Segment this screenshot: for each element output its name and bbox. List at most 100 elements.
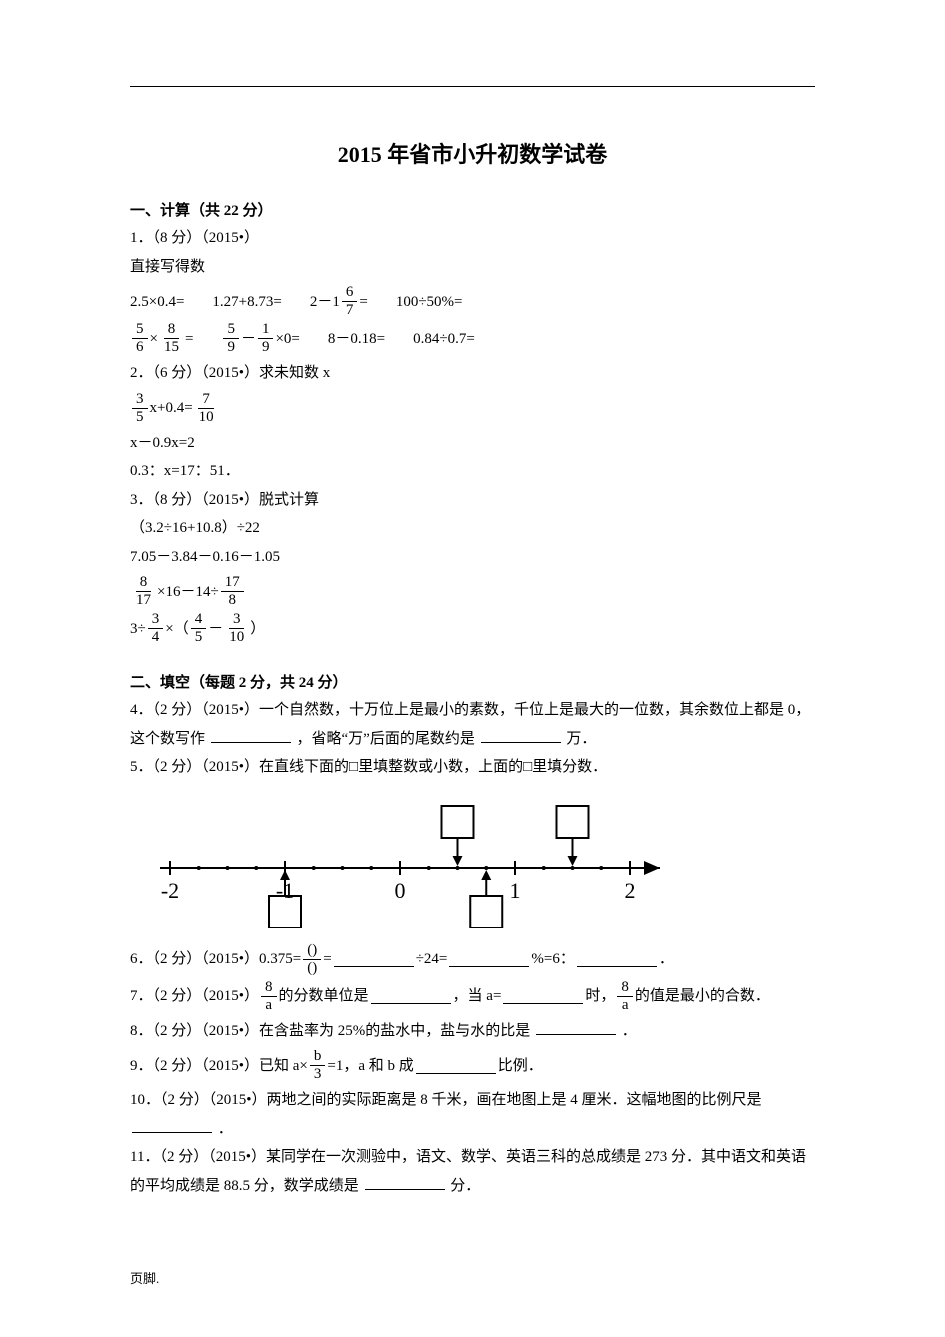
frac-den: 5 bbox=[132, 409, 148, 425]
q6-mid3: %=6： bbox=[531, 947, 574, 971]
q3-e4: 3÷ 3 4 ×（ 4 5 － 3 10 ） bbox=[130, 612, 815, 645]
q7-mid3: 时， bbox=[585, 984, 615, 1008]
fraction: 1 9 bbox=[258, 322, 274, 355]
q9-pre: 9．（2 分）（2015•）已知 a× bbox=[130, 1054, 308, 1078]
fraction: 6 7 bbox=[342, 285, 358, 318]
fill-blank[interactable] bbox=[371, 988, 451, 1004]
q6-post: ． bbox=[659, 947, 674, 971]
eq: ×0= bbox=[275, 327, 299, 351]
frac-num: b bbox=[310, 1049, 326, 1066]
q6-pre: 6．（2 分）（2015•）0.375= bbox=[130, 947, 301, 971]
q7-post: 的值是最小的合数． bbox=[635, 984, 770, 1008]
fill-blank[interactable] bbox=[211, 727, 291, 743]
frac-den: a bbox=[261, 997, 276, 1013]
frac-den: 9 bbox=[258, 339, 274, 355]
frac-num: 8 bbox=[261, 980, 277, 997]
fill-blank[interactable] bbox=[334, 951, 414, 967]
q9: 9．（2 分）（2015•）已知 a× b 3 =1，a 和 b 成 比例． bbox=[130, 1049, 815, 1082]
q7: 7．（2 分）（2015•） 8 a 的分数单位是 ，当 a= 时， 8 a 的… bbox=[130, 980, 815, 1013]
frac-den: 5 bbox=[191, 629, 207, 645]
frac-num: 6 bbox=[342, 285, 358, 302]
frac-den: 10 bbox=[225, 629, 248, 645]
frac-den: 3 bbox=[310, 1066, 326, 1082]
q1-r1-c-post: = bbox=[359, 290, 367, 314]
q3-e4-post: ） bbox=[250, 617, 265, 641]
q2-e1-mid: x+0.4= bbox=[150, 396, 193, 420]
frac-num: 3 bbox=[229, 612, 245, 629]
q3-e4-mid: ×（ bbox=[165, 617, 188, 641]
fill-blank[interactable] bbox=[416, 1058, 496, 1074]
q2-lead: 2．（6 分）（2015•）求未知数 x bbox=[130, 359, 815, 388]
frac-num: 5 bbox=[132, 322, 148, 339]
fraction: 3 10 bbox=[225, 612, 248, 645]
fraction: 7 10 bbox=[195, 392, 218, 425]
numberline: -2-1012 bbox=[130, 788, 815, 933]
q1-r2-d: 0.84÷0.7= bbox=[413, 327, 475, 351]
q7-mid2: ，当 a= bbox=[453, 984, 502, 1008]
q1-lead: 1．（8 分）（2015•） bbox=[130, 224, 815, 253]
fill-blank[interactable] bbox=[577, 951, 657, 967]
header-rule: . . bbox=[130, 70, 815, 87]
q1-row2: 5 6 × 8 15 = 5 9 － 1 9 ×0= 8－0.18= 0.84÷… bbox=[130, 322, 815, 355]
q3-e2: 7.05－3.84－0.16－1.05 bbox=[130, 543, 815, 572]
footer: 页脚. bbox=[130, 1268, 159, 1287]
fraction: b 3 bbox=[310, 1049, 326, 1082]
frac-den: 9 bbox=[223, 339, 239, 355]
frac-num: 17 bbox=[221, 575, 244, 592]
q6: 6．（2 分）（2015•）0.375= () () = ÷24= %=6： ． bbox=[130, 943, 815, 976]
section-1-heading: 一、计算（共 22 分） bbox=[130, 199, 815, 220]
frac-den: a bbox=[618, 997, 633, 1013]
q6-mid2: ÷24= bbox=[416, 947, 448, 971]
fraction: 8 a bbox=[617, 980, 633, 1013]
q9-mid: =1，a 和 b 成 bbox=[327, 1054, 413, 1078]
page-title: 2015 年省市小升初数学试卷 bbox=[130, 137, 815, 169]
q5: 5．（2 分）（2015•）在直线下面的□里填整数或小数，上面的□里填分数． bbox=[130, 753, 815, 782]
q3-e1: （3.2÷16+10.8）÷22 bbox=[130, 514, 815, 543]
q1-r1-c-pre: 2－1 bbox=[310, 290, 340, 314]
q1-r1-d: 100÷50%= bbox=[396, 290, 463, 314]
frac-den: 6 bbox=[132, 339, 148, 355]
q6-mid1: = bbox=[323, 947, 331, 971]
q11: 11．（2 分）（2015•）某同学在一次测验中，语文、数学、英语三科的总成绩是… bbox=[130, 1143, 815, 1200]
fraction: 5 6 bbox=[132, 322, 148, 355]
fraction: 8 15 bbox=[160, 322, 183, 355]
q7-mid1: 的分数单位是 bbox=[279, 984, 369, 1008]
fill-blank[interactable] bbox=[365, 1174, 445, 1190]
q7-pre: 7．（2 分）（2015•） bbox=[130, 984, 259, 1008]
frac-num: () bbox=[303, 943, 321, 960]
frac-num: 3 bbox=[148, 612, 164, 629]
frac-den: 15 bbox=[160, 339, 183, 355]
q3-e3: 8 17 ×16－14÷ 17 8 bbox=[130, 575, 815, 608]
frac-den: 10 bbox=[195, 409, 218, 425]
q2-e2: x－0.9x=2 bbox=[130, 429, 815, 458]
fill-blank[interactable] bbox=[503, 988, 583, 1004]
frac-num: 4 bbox=[191, 612, 207, 629]
q2-e3: 0.3：x=17：51． bbox=[130, 457, 815, 486]
q1-r1-c: 2－1 6 7 = bbox=[310, 285, 368, 318]
q3-lead: 3．（8 分）（2015•）脱式计算 bbox=[130, 486, 815, 515]
frac-den: 8 bbox=[224, 592, 240, 608]
q1-row1: 2.5×0.4= 1.27+8.73= 2－1 6 7 = 100÷50%= bbox=[130, 285, 815, 318]
eq: = bbox=[185, 327, 193, 351]
frac-den: () bbox=[303, 960, 321, 976]
q4-mid: ，省略“万”后面的尾数约是 bbox=[297, 731, 475, 747]
fill-blank[interactable] bbox=[481, 727, 561, 743]
svg-text:-2: -2 bbox=[161, 878, 179, 903]
fraction: 3 5 bbox=[132, 392, 148, 425]
q4-post: 万． bbox=[566, 731, 596, 747]
section-2-heading: 二、填空（每题 2 分，共 24 分） bbox=[130, 671, 815, 692]
q10: 10．（2 分）（2015•）两地之间的实际距离是 8 千米，画在地图上是 4 … bbox=[130, 1086, 815, 1143]
fill-blank[interactable] bbox=[536, 1019, 616, 1035]
fill-blank[interactable] bbox=[449, 951, 529, 967]
fill-blank[interactable] bbox=[132, 1117, 212, 1133]
fraction: 3 4 bbox=[148, 612, 164, 645]
q11-post: 分． bbox=[450, 1178, 480, 1194]
fraction: 8 17 bbox=[132, 575, 155, 608]
q1-r2-a: 5 6 × 8 15 = bbox=[130, 322, 193, 355]
q9-post: 比例． bbox=[498, 1054, 543, 1078]
q10-pre: 10．（2 分）（2015•）两地之间的实际距离是 8 千米，画在地图上是 4 … bbox=[130, 1092, 762, 1108]
frac-num: 8 bbox=[136, 575, 152, 592]
q1-r2-b: 5 9 － 1 9 ×0= bbox=[221, 322, 299, 355]
frac-num: 1 bbox=[258, 322, 274, 339]
frac-num: 8 bbox=[164, 322, 180, 339]
